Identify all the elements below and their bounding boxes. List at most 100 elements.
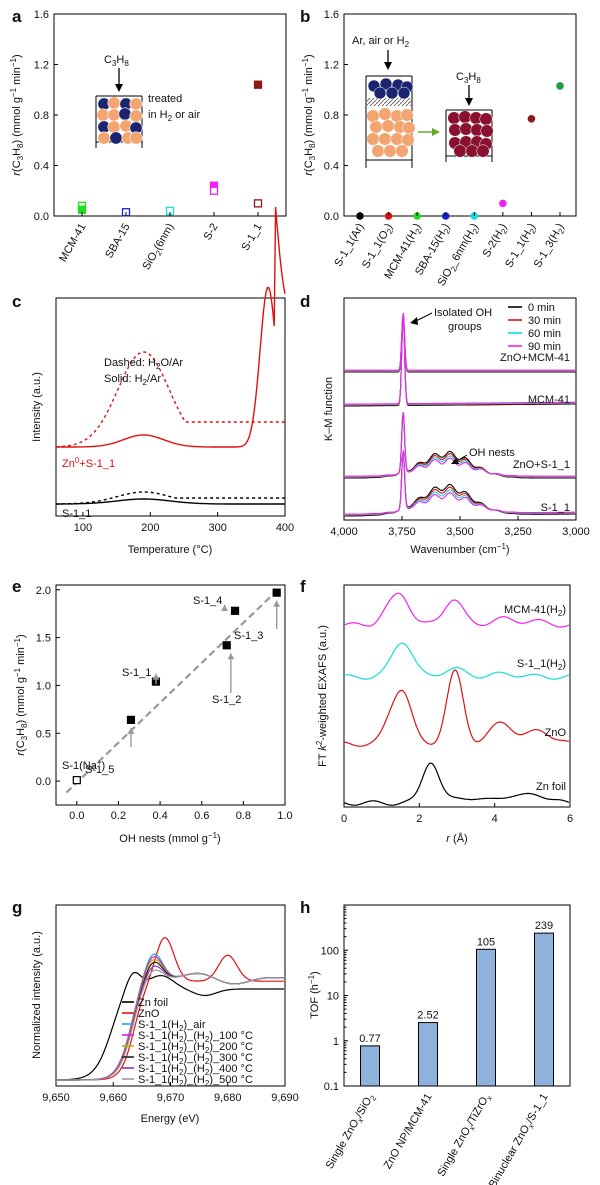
panel-label-b: b [300,7,310,26]
panel-label-a: a [12,7,22,26]
trace-line [343,642,569,680]
yticks-b: 0.0 0.4 0.8 1.2 1.6 [324,9,348,223]
particle [96,108,110,122]
arrow-head-b2 [465,98,473,106]
xcats-b: S-1_1(Ar)S-1_1(O2)MCM-41(H2)SBA-15(H2)Si… [332,212,567,288]
reactant-b: C3H8 [456,71,481,85]
bar-value-label: 0.77 [359,1033,380,1045]
legend-label: ZnO [138,1008,160,1020]
panel-label-h: h [300,898,310,917]
data-point [253,80,263,89]
ytick-label: 1.6 [324,9,339,21]
xtick-label: 200 [141,522,159,534]
ylabel-a: r(C3H8) (mmol g−1 min−1) [9,54,25,175]
label-arrow-head [127,727,135,734]
trace-line [344,313,576,406]
trace-line [343,669,569,747]
fit-line [65,586,282,794]
legend-dashed-c: Dashed: H2O/Ar [104,357,183,371]
bar [534,932,554,1087]
particle [448,123,462,137]
particle [373,86,387,100]
particle [395,144,409,158]
label-zn-c: Zn0+S-1_1 [62,456,115,470]
yticks-a: 0.0 0.4 0.8 1.2 1.6 [34,9,58,223]
trace-line [344,313,576,372]
arrow-head-a [115,84,123,92]
beaker-inset-a: C3H8 treated in H2 or air [95,54,200,148]
trace-line [344,451,576,515]
panel-f: f FT k2-weighted EXAFS (a.u.) r (Å) 0 2 4 6… [300,577,573,845]
xtick-label: 3,750 [388,526,416,538]
xtick-label: 3,250 [504,526,532,538]
data-point [499,199,507,208]
label-arrow-head [227,653,235,660]
panel-a: a r(C3H8) (mmol g−1 min−1) 0.0 0.4 0.8 1.2 1… [9,7,287,272]
xlabel-c: Temperature (°C) [128,544,212,556]
ylabel-g: Normalized intensity (a.u.) [31,931,43,1059]
panel-g: g Normalized intensity (a.u.) Energy (eV… [12,898,299,1125]
ytick-label: 100 [321,945,339,957]
xcat-label: SBA-15(H2) [413,222,454,279]
trace-line [344,314,576,407]
particle [383,144,397,158]
xticks-f: 0 2 4 6 [341,803,573,825]
xcat-label: S-1_1(H2) [503,222,540,272]
trace-label: S-1_1(H2) [517,658,566,672]
particles-a [96,96,143,145]
treated-a: treated [148,93,182,105]
ytick-label: 1.6 [34,9,49,21]
particle [476,144,490,158]
xtick-label: 9,660 [99,1092,127,1104]
data-point [126,715,136,724]
label-arrow-head [152,673,160,680]
xticks-g: 9,650 9,660 9,670 9,680 9,690 [42,1082,299,1104]
particles-b-reduced [447,110,494,158]
gas-b: Ar, air or H2 [352,35,410,49]
particle [447,111,461,125]
xtick-label: 0.4 [152,810,167,822]
particle [459,122,473,136]
xcat-label: S-1_1(Ar) [332,222,366,269]
particle [385,86,399,100]
ytick-label: 10 [327,991,339,1003]
xtick-label: 0.2 [111,810,126,822]
particle [465,144,479,158]
data-point [272,588,281,597]
particle [381,119,395,133]
legend-g: Zn foilZnOS-1_1(H2)_airS-1_1(H2)_(H2)_10… [122,997,253,1088]
data-point [222,641,231,650]
point-label: S-1_5 [85,764,114,776]
transfer-arrow-head [432,128,440,136]
particle [107,108,121,122]
ytick-label: 0.5 [36,728,51,740]
legend-label: 90 min [528,341,561,353]
lines-g [56,937,284,1081]
series-line [56,498,285,505]
panel-b: b r(C3H8) (mmol g−1 min−1) 0.0 0.4 0.8 1.2 1… [300,7,577,288]
xtick-label: 4 [492,813,498,825]
bars-h: 0.77 2.52 105 239 [359,920,554,1087]
plot-frame-c [55,297,286,517]
particle [397,86,411,100]
xcat-label: Single ZnOx/SiO2 [324,1091,379,1172]
xcat-label: ZnO NP/MCM-41 [382,1092,435,1172]
ylabel-b: r(C3H8) (mmol g−1 min−1) [301,54,317,175]
particle [97,131,111,145]
label-arrow-head [273,600,281,607]
xcat-label: Single ZnOx/TiZrOx [435,1092,494,1180]
xtick-label: 3,000 [562,526,590,538]
series-line [56,971,284,1081]
particles-b-bottom [366,107,416,158]
trace-line [344,314,576,372]
data-point [72,776,81,785]
particle [480,124,494,138]
ytick-label: 0.0 [324,211,339,223]
ylabel-f: FT k2-weighted EXAFS (a.u.) [315,625,329,767]
ytick-label: 1.5 [36,633,51,645]
bar [476,948,496,1087]
xcat-label: MCM-41(H2) [382,222,425,283]
particle [371,144,385,158]
